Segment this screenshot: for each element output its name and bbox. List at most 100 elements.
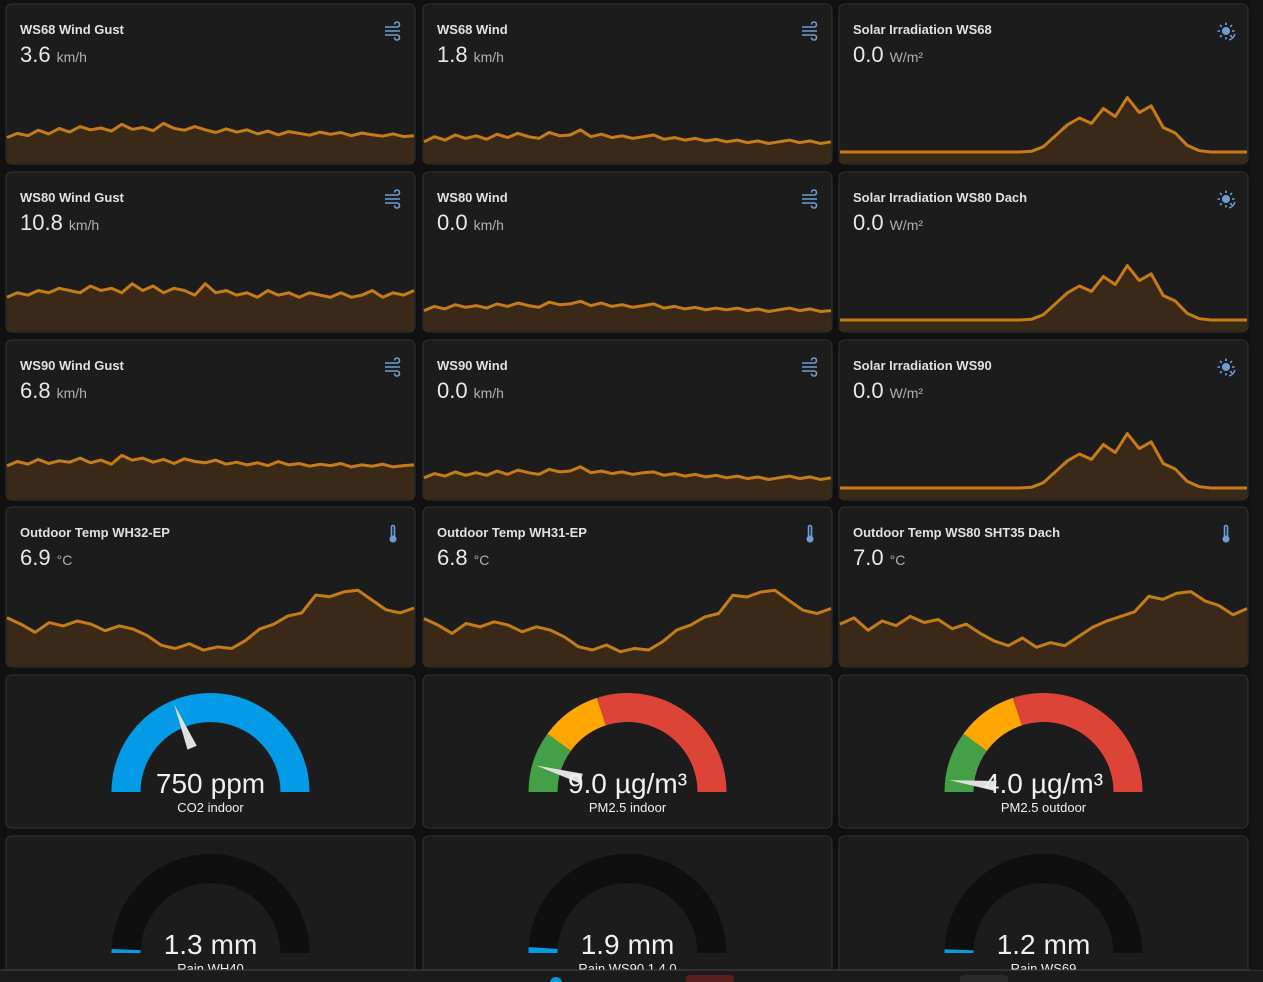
sensor-card[interactable]: Outdoor Temp WH32-EP 6.9 °C [5, 506, 416, 668]
wind-icon [802, 189, 818, 209]
sensor-unit: km/h [69, 217, 99, 233]
sensor-name: Outdoor Temp WS80 SHT35 Dach [853, 525, 1060, 540]
sparkline-area [424, 590, 831, 666]
sparkline [6, 588, 415, 652]
sensor-card[interactable]: Outdoor Temp WH31-EP 6.8 °C [422, 506, 833, 668]
sun-ray [1229, 370, 1233, 374]
gauge-reading: 4.0 µg/m³ [984, 768, 1103, 799]
sparkline-area [840, 433, 1247, 499]
gauge-value: 1.2 [997, 929, 1036, 960]
sparkline-area [7, 283, 414, 331]
sensor-value: 6.9 [20, 545, 51, 570]
card-bg [5, 674, 416, 829]
sensor-reading: 3.6 km/h [20, 42, 87, 67]
sensor-value: 0.0 [853, 210, 884, 235]
gauge-reading: 1.3 mm [164, 929, 258, 960]
gauge-reading: 9.0 µg/m³ [568, 768, 687, 799]
bottom-bar [0, 970, 1263, 982]
sparkline [423, 128, 832, 145]
gauge-track [111, 854, 310, 953]
sparkline [6, 282, 415, 299]
thermometer-bulb [1222, 535, 1230, 543]
sun-ray [1219, 370, 1223, 374]
gauge-reading: 1.2 mm [997, 929, 1091, 960]
sensor-value: 1.8 [437, 42, 468, 67]
bar-button[interactable] [686, 975, 734, 982]
sensor-reading: 6.8 km/h [20, 378, 87, 403]
gauge-track [944, 854, 1143, 953]
sensor-card[interactable]: WS90 Wind Gust 6.8 km/h [5, 339, 416, 501]
sensor-name: Outdoor Temp WH31-EP [437, 525, 587, 540]
wind-icon [385, 357, 401, 377]
card-bg [422, 339, 833, 501]
gauge-needle [536, 765, 583, 784]
gauge-unit: mm [628, 929, 675, 960]
sensor-name: Solar Irradiation WS80 Dach [853, 190, 1027, 205]
wind-icon [385, 21, 401, 41]
sparkline [840, 264, 1247, 322]
sensor-reading: 7.0 °C [853, 545, 905, 570]
bar-icon[interactable] [550, 977, 562, 982]
card-bg [5, 339, 416, 501]
gauge-unit: mm [211, 929, 258, 960]
sensor-unit: W/m² [890, 385, 924, 401]
sensor-unit: km/h [474, 385, 504, 401]
gauge-reading: 750 ppm [156, 768, 265, 799]
gauge-segment [111, 693, 310, 792]
sensor-card[interactable]: WS68 Wind Gust 3.6 km/h [5, 3, 416, 165]
sensor-value: 0.0 [853, 378, 884, 403]
sensor-unit: km/h [57, 385, 87, 401]
sun-ray [1229, 34, 1233, 38]
sensor-value: 0.0 [437, 378, 468, 403]
sensor-card[interactable]: Solar Irradiation WS68 0.0 W/m² [838, 3, 1249, 165]
sensor-name: WS90 Wind [437, 358, 508, 373]
sensor-card[interactable]: Solar Irradiation WS90 0.0 W/m² [838, 339, 1249, 501]
sensor-name: Solar Irradiation WS68 [853, 22, 992, 37]
gauge-needle [174, 704, 197, 750]
sensor-unit: km/h [474, 217, 504, 233]
sensor-value: 10.8 [20, 210, 63, 235]
sparkline [423, 588, 832, 654]
gauge-fill [111, 948, 141, 953]
sensor-name: WS68 Wind [437, 22, 508, 37]
sensor-card[interactable]: WS80 Wind 0.0 km/h [422, 171, 833, 333]
sparkline-area [7, 123, 414, 163]
sun-ray [1229, 360, 1233, 364]
sensor-unit: °C [474, 552, 490, 568]
sensor-card[interactable]: WS90 Wind 0.0 km/h [422, 339, 833, 501]
gauge-needle [949, 780, 997, 791]
wind-icon [802, 357, 818, 377]
gauge-unit: µg/m³ [1031, 768, 1103, 799]
sensor-unit: °C [57, 552, 73, 568]
sensor-card[interactable]: Outdoor Temp WS80 SHT35 Dach 7.0 °C [838, 506, 1249, 668]
sun-icon [1222, 195, 1230, 203]
sensor-reading: 0.0 km/h [437, 210, 504, 235]
gauge-segment [944, 733, 987, 792]
sensor-value: 0.0 [853, 42, 884, 67]
sparkline [423, 299, 832, 313]
sensor-card[interactable]: WS80 Wind Gust 10.8 km/h [5, 171, 416, 333]
sun-ray [1219, 192, 1223, 196]
sensor-reading: 0.0 W/m² [853, 378, 923, 403]
wind-icon [385, 189, 401, 209]
sensor-card[interactable]: Solar Irradiation WS80 Dach 0.0 W/m² [838, 171, 1249, 333]
sun-ray [1219, 34, 1223, 38]
card-bg [422, 171, 833, 333]
gauge-segment [596, 693, 727, 792]
sensor-reading: 0.0 km/h [437, 378, 504, 403]
sun-ray [1229, 192, 1233, 196]
sensor-value: 3.6 [20, 42, 51, 67]
card-bg [422, 674, 833, 829]
sun-arc [1228, 369, 1236, 377]
sensor-card[interactable]: WS68 Wind 1.8 km/h [422, 3, 833, 165]
sensor-name: Solar Irradiation WS90 [853, 358, 992, 373]
bar-button[interactable] [960, 975, 1008, 982]
gauge-track [528, 854, 727, 953]
sensor-value: 6.8 [437, 545, 468, 570]
